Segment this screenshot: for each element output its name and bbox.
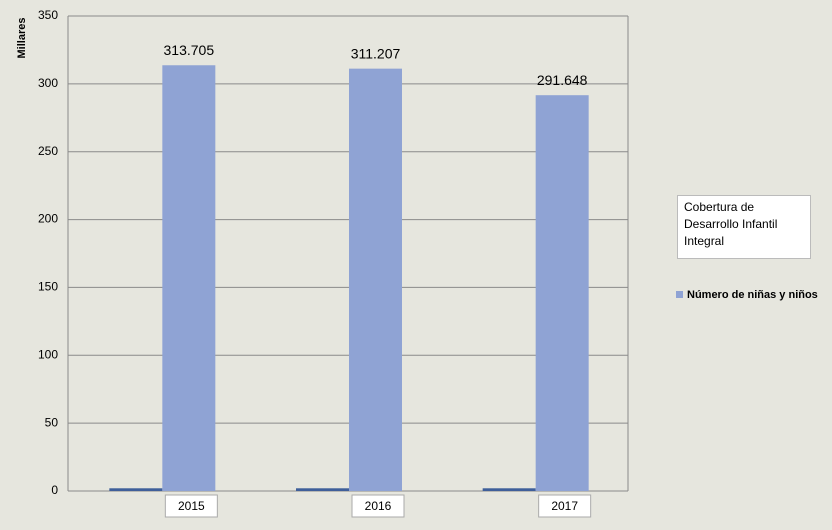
bar xyxy=(482,488,536,491)
bar xyxy=(162,65,216,491)
y-tick-label: 50 xyxy=(45,415,59,429)
value-label: 291.648 xyxy=(537,72,588,88)
x-tick-label: 2016 xyxy=(365,499,392,513)
x-label-box xyxy=(538,494,592,518)
bar xyxy=(296,488,349,491)
y-tick-label: 350 xyxy=(38,8,58,22)
y-axis-label: Millares xyxy=(16,18,28,59)
y-tick-label: 200 xyxy=(38,212,58,226)
bar xyxy=(109,488,163,491)
x-label-box xyxy=(351,494,405,518)
bar xyxy=(349,68,402,491)
legend-swatch xyxy=(676,291,683,298)
y-tick-label: 150 xyxy=(38,280,58,294)
x-tick-label: 2017 xyxy=(551,499,578,513)
x-label-box xyxy=(164,494,218,518)
value-label: 311.207 xyxy=(351,45,401,61)
value-label: 313.705 xyxy=(164,42,215,58)
legend-label: Número de niñas y niños xyxy=(687,289,818,301)
y-tick-label: 0 xyxy=(51,483,58,497)
x-tick-label: 2015 xyxy=(178,499,205,513)
y-tick-label: 300 xyxy=(38,76,58,90)
y-tick-label: 250 xyxy=(38,144,58,158)
y-tick-label: 100 xyxy=(38,347,58,361)
annotation: Cobertura de Desarrollo Infantil Integra… xyxy=(677,195,811,259)
bar xyxy=(535,95,589,491)
